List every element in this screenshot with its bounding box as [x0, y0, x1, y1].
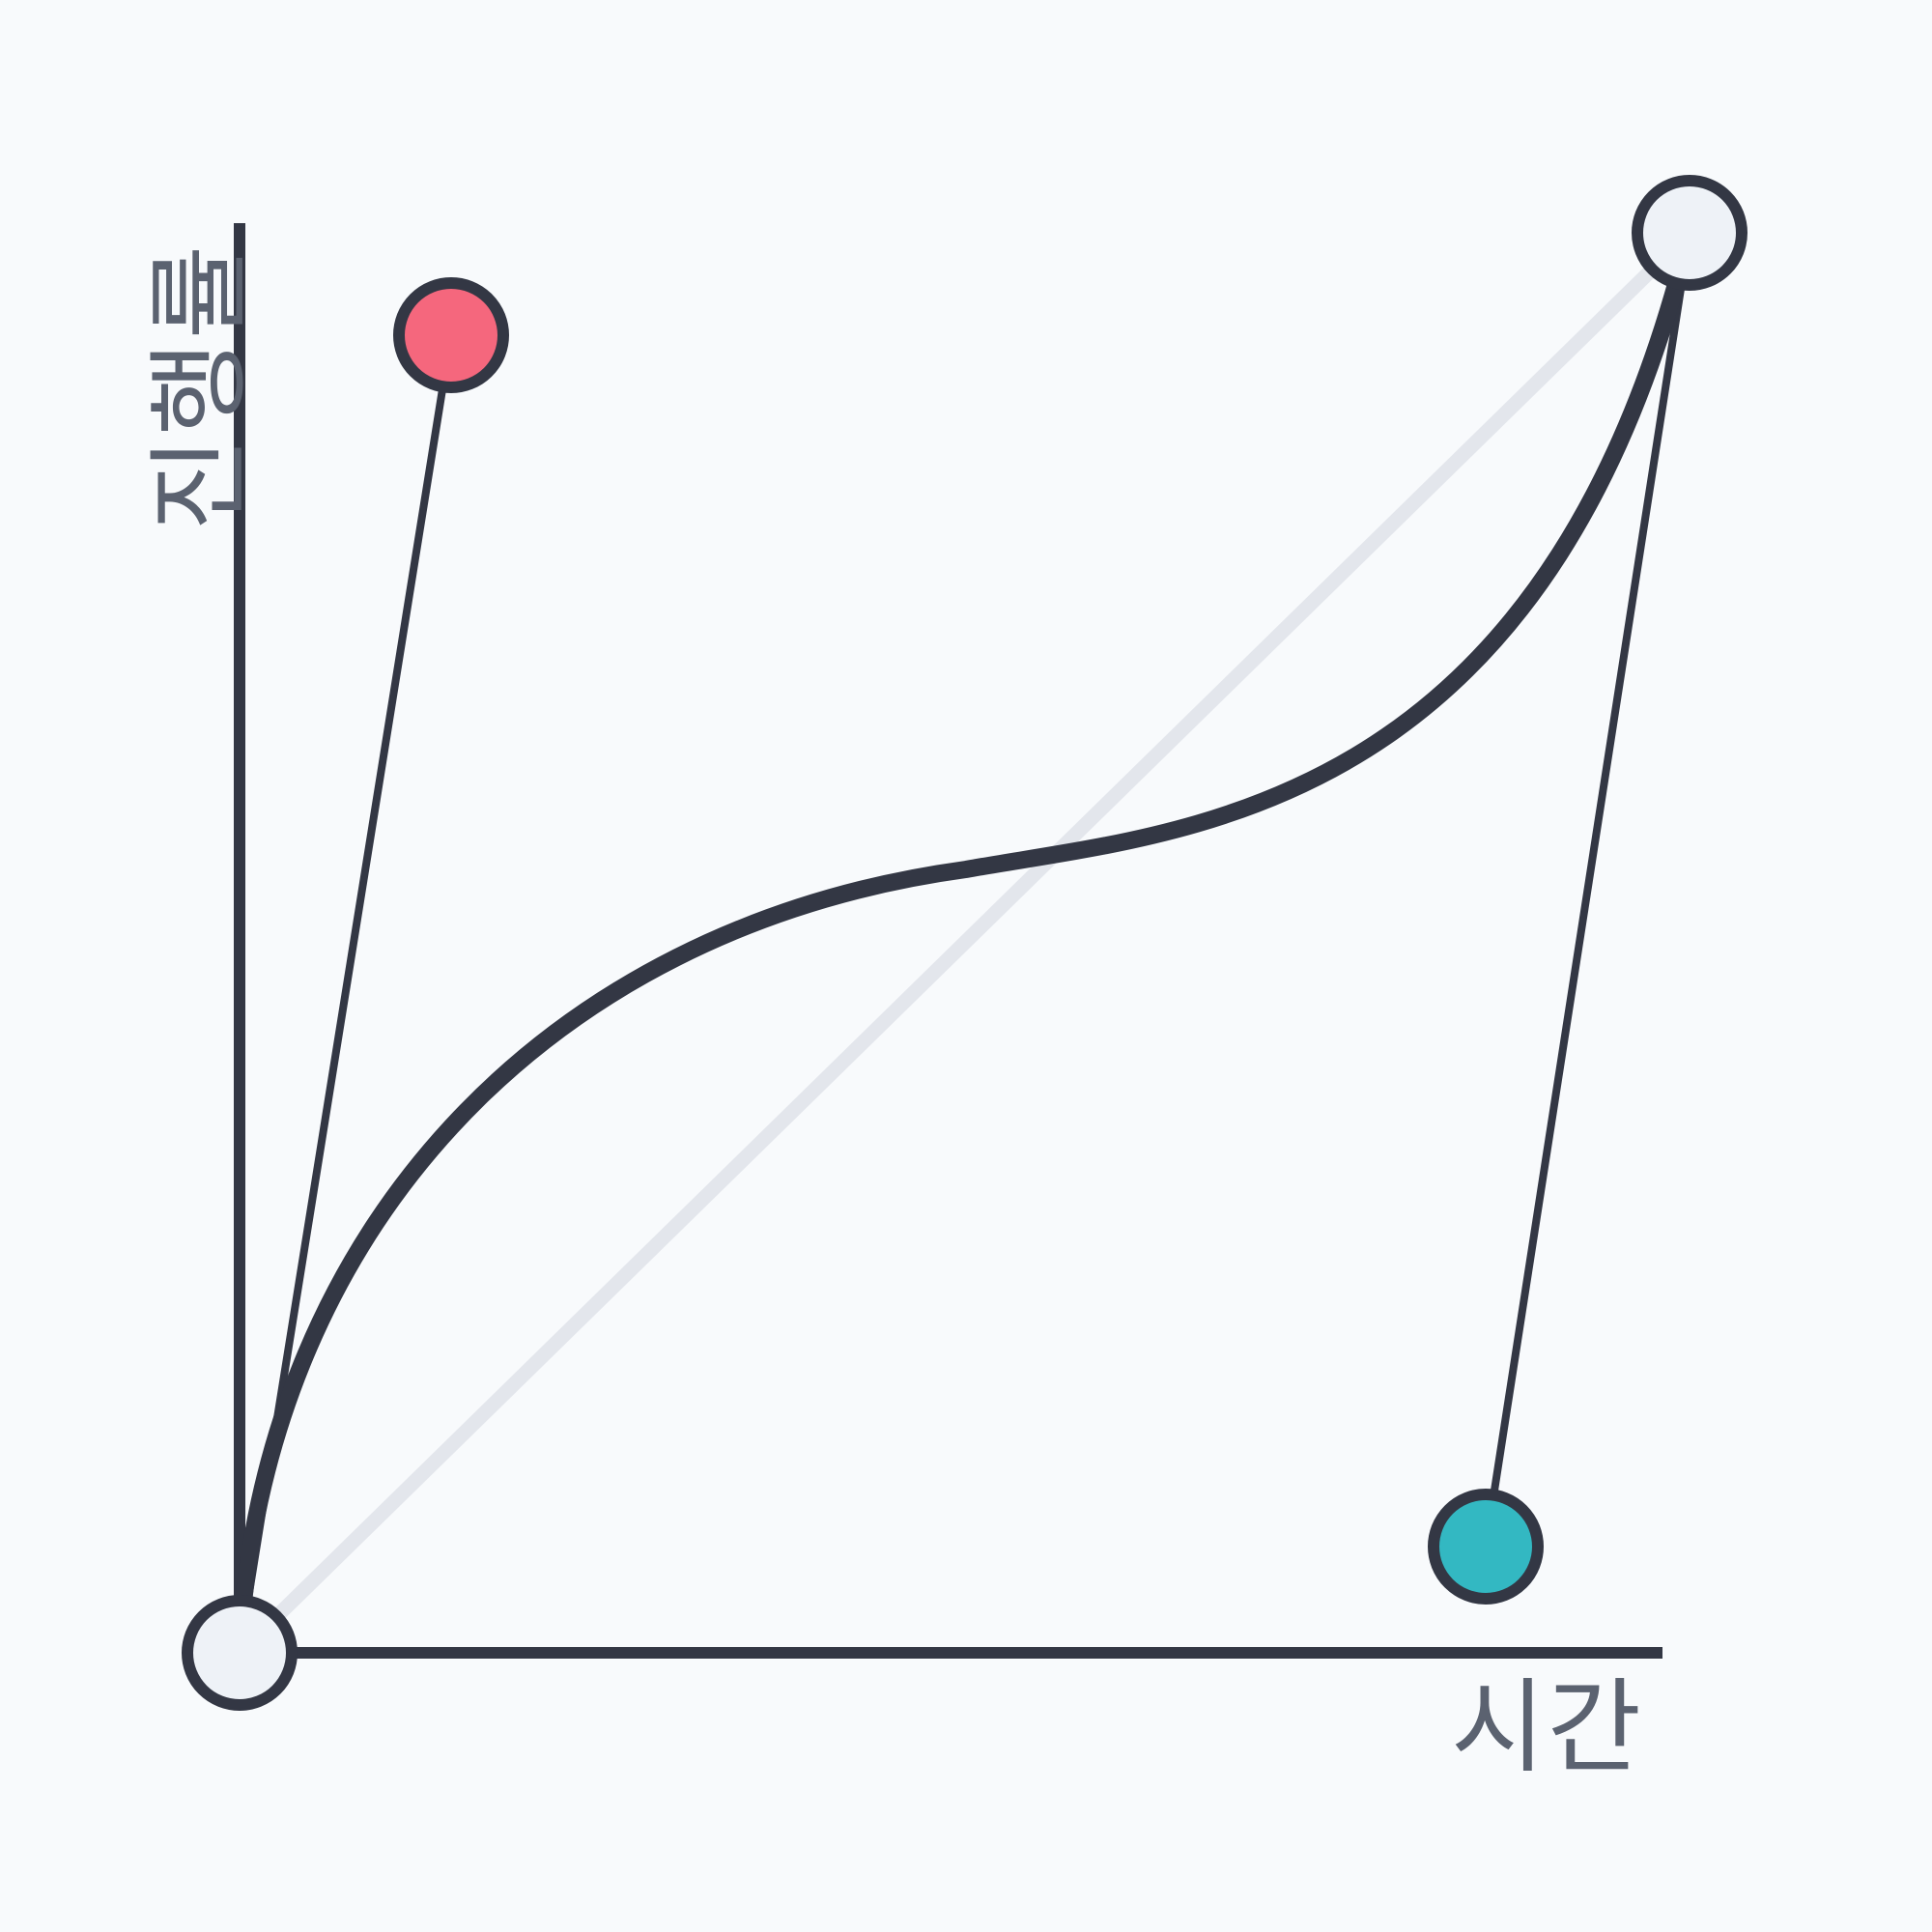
start-handle[interactable] — [182, 1595, 298, 1711]
y-axis-label: 진행률 — [140, 242, 260, 532]
control-point-1-handle[interactable] — [393, 277, 509, 393]
end-handle[interactable] — [1632, 175, 1747, 291]
control-arm-end — [1482, 232, 1693, 1548]
linear-reference-line — [229, 222, 1700, 1663]
control-point-2-handle[interactable] — [1428, 1489, 1544, 1605]
x-axis-label: 시간 — [1451, 1668, 1644, 1787]
easing-curve — [231, 230, 1698, 1654]
